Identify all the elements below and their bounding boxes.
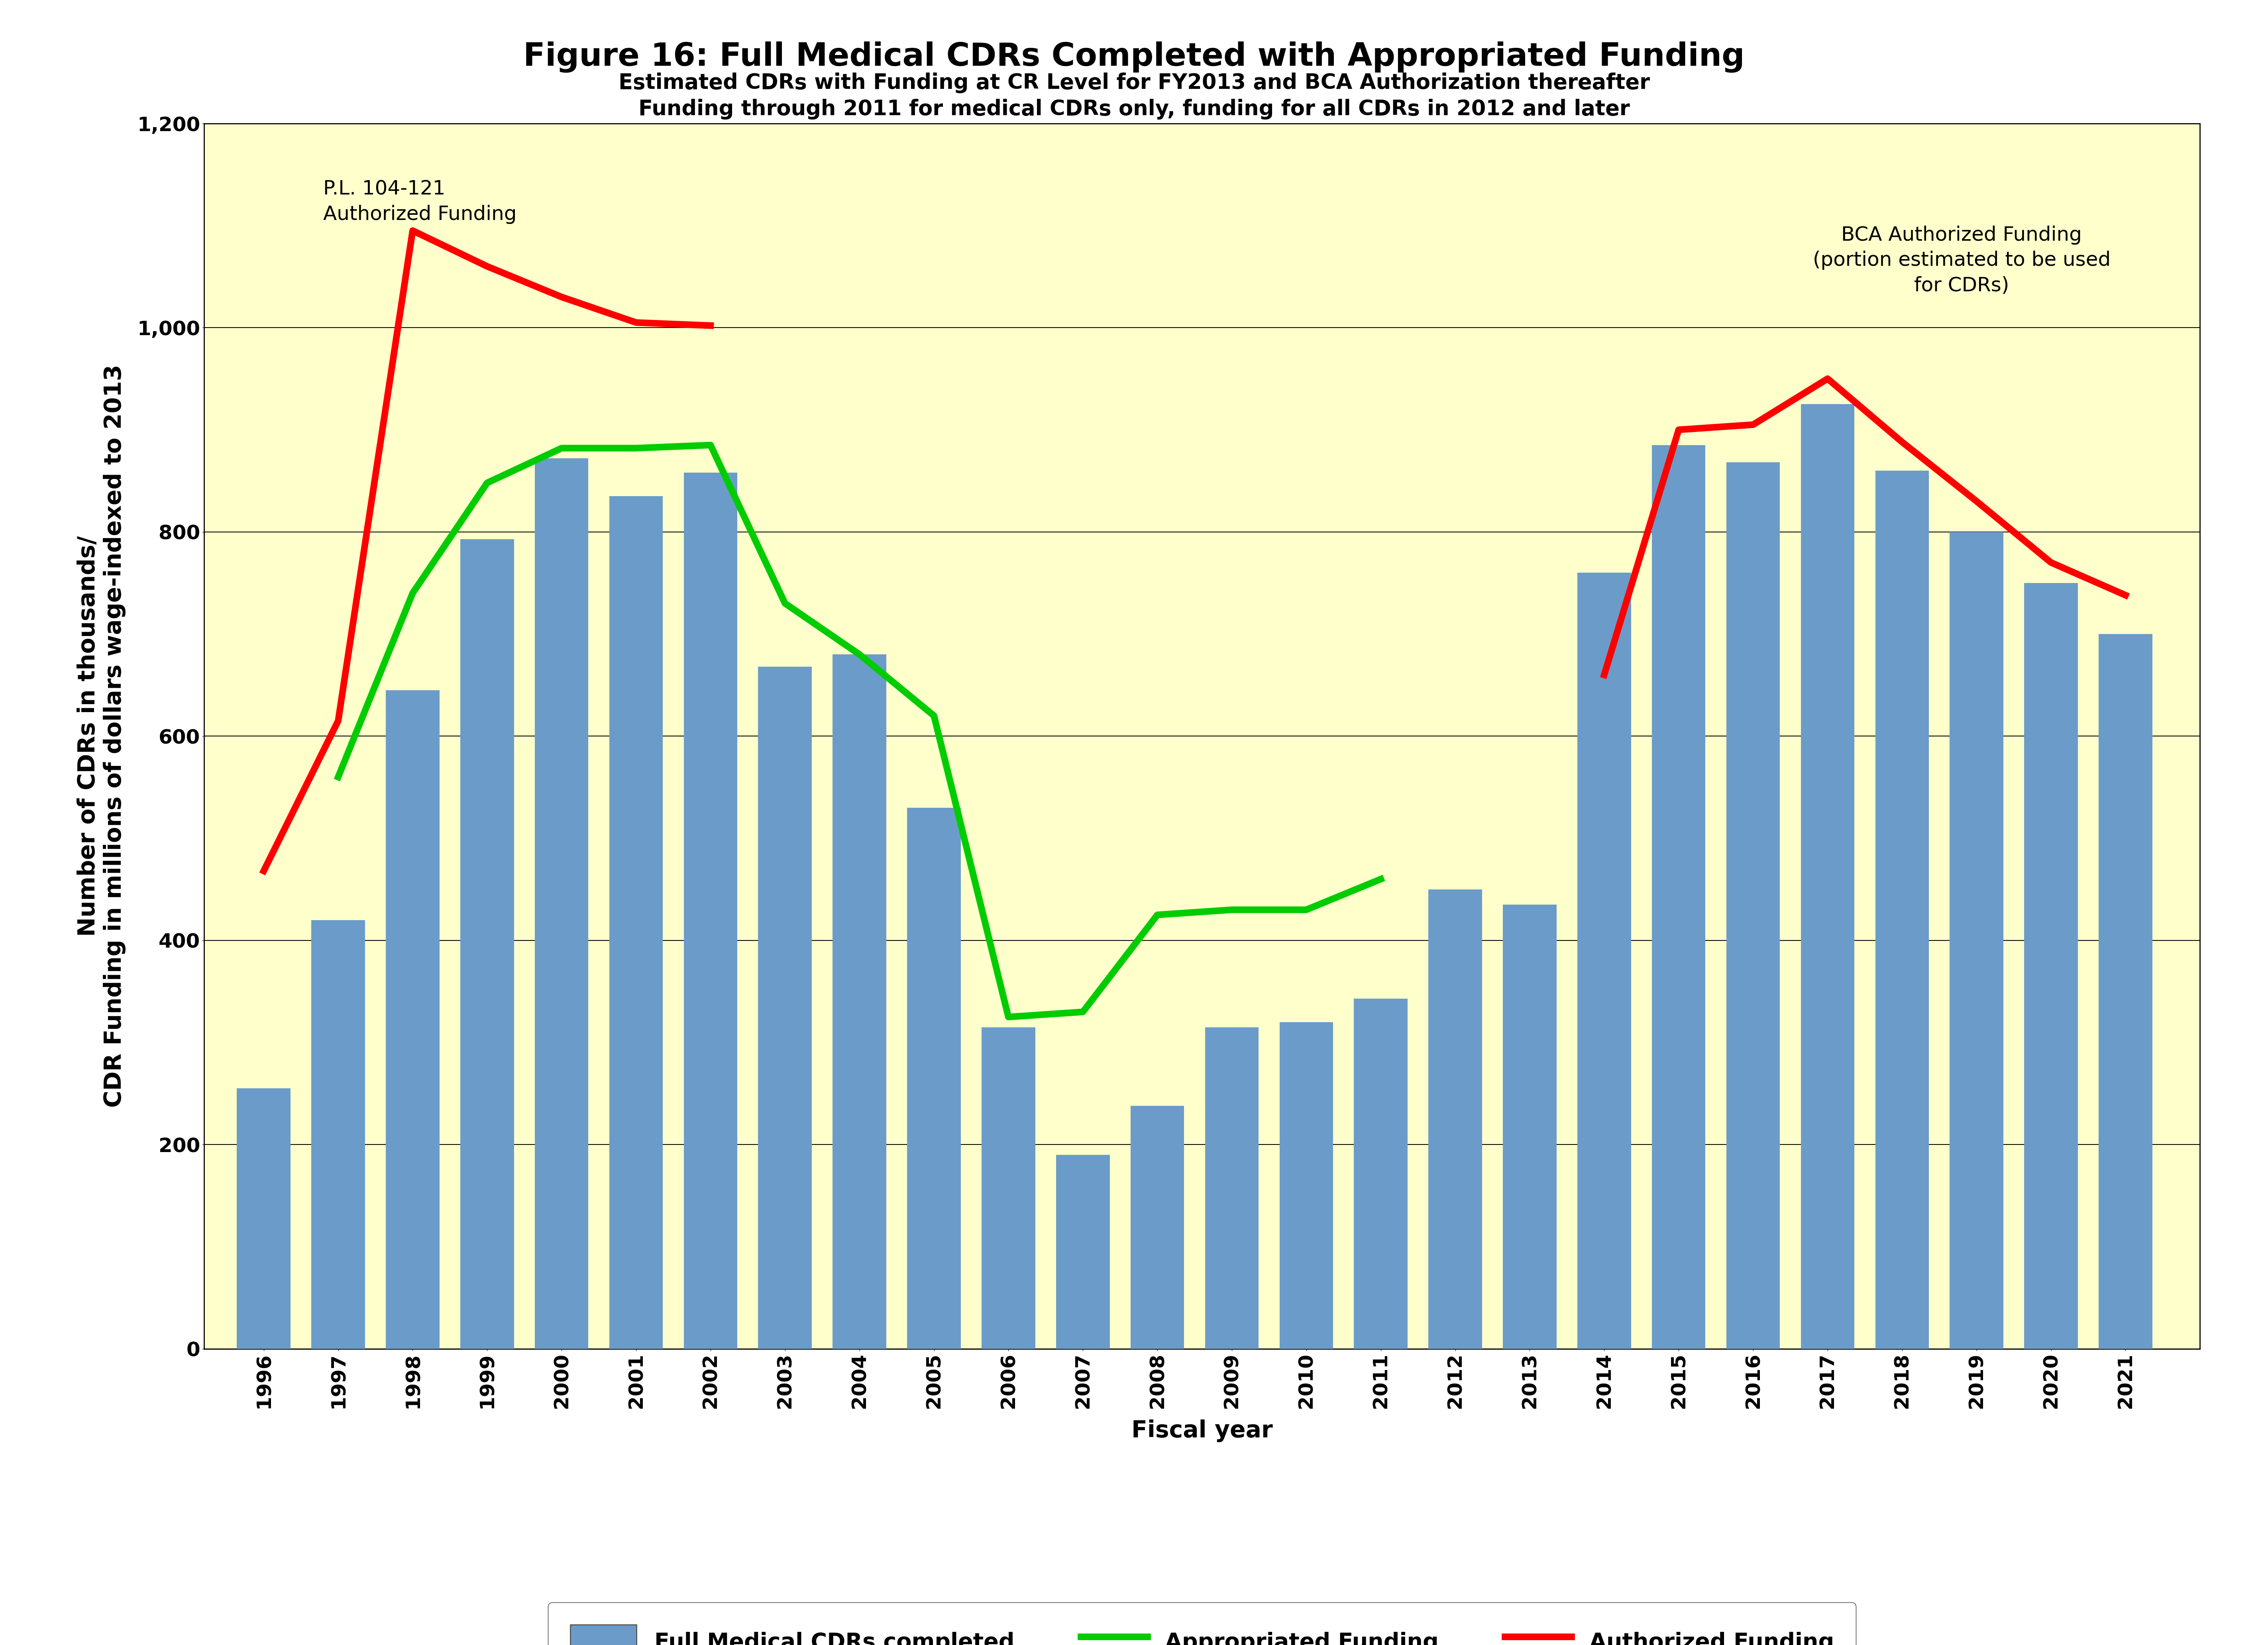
Bar — [1726, 462, 1780, 1349]
Bar — [982, 1026, 1034, 1349]
Bar — [832, 655, 887, 1349]
Text: Figure 16: Full Medical CDRs Completed with Appropriated Funding: Figure 16: Full Medical CDRs Completed w… — [524, 41, 1744, 72]
Text: P.L. 104-121
Authorized Funding: P.L. 104-121 Authorized Funding — [324, 179, 517, 224]
Bar — [1354, 999, 1408, 1349]
Bar — [1429, 890, 1481, 1349]
Bar — [1801, 405, 1855, 1349]
Bar — [1504, 905, 1556, 1349]
Bar — [2025, 582, 2077, 1349]
Bar — [236, 1089, 290, 1349]
Text: Estimated CDRs with Funding at CR Level for FY2013 and BCA Authorization thereaf: Estimated CDRs with Funding at CR Level … — [619, 72, 1649, 94]
Bar — [1129, 1105, 1184, 1349]
X-axis label: Fiscal year: Fiscal year — [1132, 1420, 1272, 1443]
Bar — [311, 920, 365, 1349]
Bar — [1204, 1026, 1259, 1349]
Bar — [1651, 446, 1706, 1349]
Bar — [535, 459, 587, 1349]
Bar — [610, 497, 662, 1349]
Y-axis label: Number of CDRs in thousands/
CDR Funding in millions of dollars wage-indexed to : Number of CDRs in thousands/ CDR Funding… — [77, 365, 127, 1107]
Text: Funding through 2011 for medical CDRs only, funding for all CDRs in 2012 and lat: Funding through 2011 for medical CDRs on… — [637, 99, 1631, 120]
Bar — [683, 472, 737, 1349]
Bar — [1950, 531, 2003, 1349]
Bar — [758, 666, 812, 1349]
Legend: Full Medical CDRs completed, Appropriated Funding, Authorized Funding: Full Medical CDRs completed, Appropriate… — [549, 1602, 1855, 1645]
Bar — [1057, 1155, 1109, 1349]
Bar — [1576, 572, 1631, 1349]
Bar — [907, 808, 962, 1349]
Bar — [386, 691, 440, 1349]
Bar — [460, 540, 515, 1349]
Bar — [1279, 1022, 1334, 1349]
Bar — [1876, 470, 1928, 1349]
Bar — [2098, 633, 2152, 1349]
Text: BCA Authorized Funding
(portion estimated to be used
for CDRs): BCA Authorized Funding (portion estimate… — [1812, 225, 2112, 294]
